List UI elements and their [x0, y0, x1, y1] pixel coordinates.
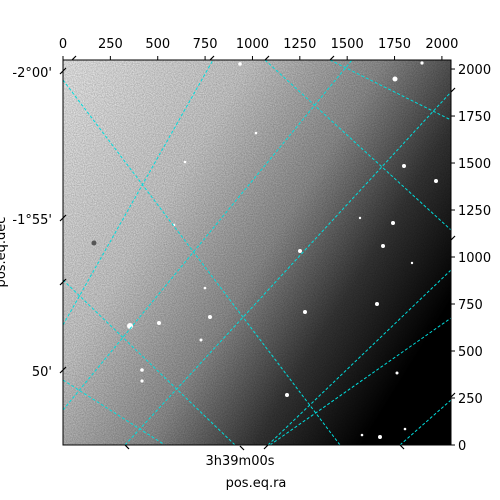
- point-source: [140, 379, 144, 383]
- x-pixel-ticks: 0 250 500 750 1000 1250 1500 1750 2000: [59, 37, 458, 60]
- y-tick-label: 250: [458, 392, 483, 407]
- ra-tick-label: 3h39m00s: [205, 454, 274, 469]
- y-tick-label: 1250: [458, 204, 491, 219]
- point-source: [298, 249, 302, 253]
- dec-tick-mark: [59, 366, 67, 374]
- x-tick-label: 1000: [236, 37, 269, 52]
- world-coordinate-ticks: -2°00' -1°55' 50' 3h39m00s: [12, 55, 456, 469]
- grid-line: [124, 91, 451, 445]
- y-tick-label: 2000: [458, 63, 491, 78]
- point-source: [402, 164, 406, 168]
- y-tick-label: 500: [458, 345, 483, 360]
- world-tick-mark: [71, 55, 77, 61]
- x-tick-label: 1500: [331, 37, 364, 52]
- point-source: [392, 76, 398, 82]
- grid-line: [63, 60, 353, 411]
- y-tick-label: 0: [458, 439, 466, 454]
- grid-line: [269, 317, 451, 445]
- world-tick-mark: [263, 444, 269, 450]
- x-tick-label: 500: [145, 37, 170, 52]
- plot-area: [63, 60, 451, 445]
- point-source: [360, 433, 364, 437]
- image-noise: [63, 60, 451, 445]
- point-source: [391, 221, 395, 225]
- x-tick-label: 750: [193, 37, 218, 52]
- point-source: [358, 216, 362, 220]
- world-tick-mark: [264, 55, 270, 61]
- point-source: [375, 302, 379, 306]
- point-source: [303, 310, 307, 314]
- dec-tick-mark: [59, 67, 67, 75]
- grid-line: [264, 60, 451, 231]
- point-source: [183, 160, 187, 164]
- world-tick-mark: [450, 87, 456, 93]
- plot-frame: [62, 59, 452, 446]
- y-axis-title: pos.eq.dec: [0, 217, 9, 288]
- point-source: [157, 321, 161, 325]
- x-tick-label: 0: [59, 37, 67, 52]
- point-source: [403, 427, 407, 431]
- y-tick-label: 1500: [458, 157, 491, 172]
- point-source: [381, 244, 385, 248]
- y-tick-label: 1750: [458, 110, 491, 125]
- x-tick-label: 1250: [283, 37, 316, 52]
- y-pixel-ticks: 0 250 500 750 1000 1250 1500 1750 2000: [451, 63, 491, 454]
- y-tick-label: 750: [458, 298, 483, 313]
- point-source: [285, 393, 289, 397]
- y-tick-label: 1000: [458, 251, 491, 266]
- grid-line: [63, 60, 214, 326]
- grid-line: [63, 79, 341, 445]
- x-axis-title: pos.eq.ra: [226, 476, 287, 491]
- point-source: [199, 338, 203, 342]
- point-source: [420, 61, 424, 65]
- point-source: [208, 315, 212, 319]
- x-tick-label: 2000: [425, 37, 458, 52]
- world-tick-mark: [450, 235, 456, 241]
- world-tick-mark: [209, 55, 215, 61]
- point-source: [410, 261, 414, 265]
- x-tick-label: 1750: [378, 37, 411, 52]
- dec-tick-label: -2°00': [12, 66, 52, 81]
- ra-tick-mark: [239, 445, 245, 451]
- world-tick-mark: [329, 55, 335, 61]
- dec-tick-mark: [59, 214, 67, 222]
- dec-tick-label: 50': [32, 365, 52, 380]
- grid-line: [399, 399, 451, 445]
- coordinate-grid: [63, 60, 451, 445]
- point-source: [238, 62, 242, 66]
- point-source: [434, 179, 438, 183]
- point-source: [378, 435, 382, 439]
- point-source: [140, 368, 144, 372]
- world-tick-mark: [450, 392, 456, 398]
- world-tick-mark: [124, 444, 130, 450]
- point-source: [254, 131, 258, 135]
- grid-line: [329, 60, 451, 121]
- dec-tick-mark: [59, 278, 67, 286]
- point-source: [91, 240, 97, 246]
- point-sources: [91, 61, 438, 439]
- grid-line: [267, 269, 451, 445]
- grid-line: [63, 379, 166, 445]
- dec-tick-label: -1°55': [12, 213, 52, 228]
- x-tick-label: 250: [98, 37, 123, 52]
- world-tick-mark: [399, 444, 405, 450]
- point-source: [203, 286, 207, 290]
- point-source: [395, 371, 399, 375]
